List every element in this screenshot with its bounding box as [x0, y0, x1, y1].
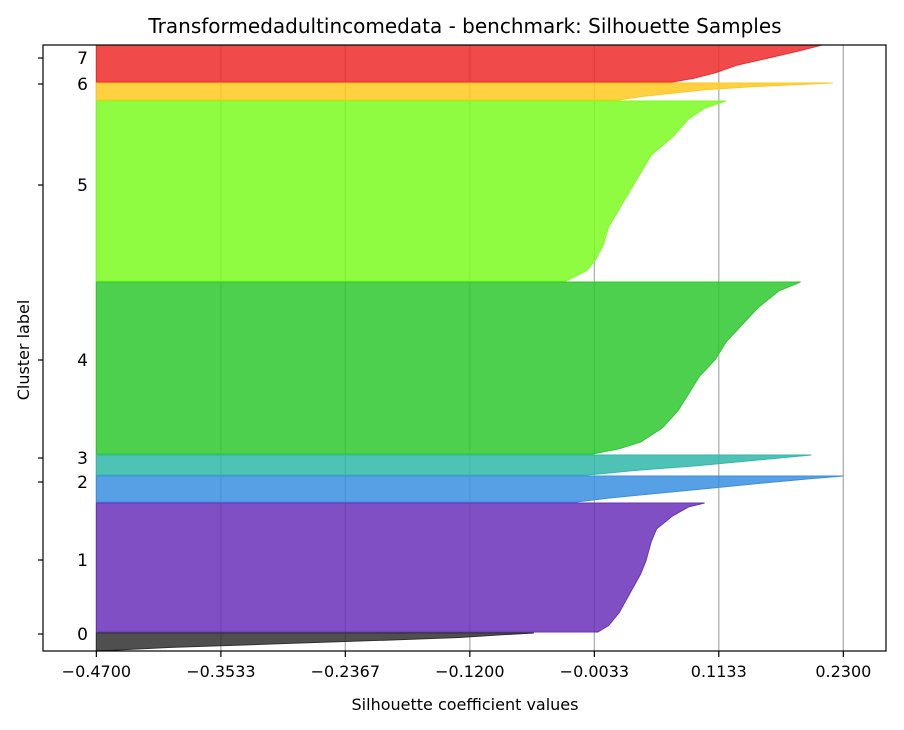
y-axis-ticks: 0 1 2 3 4 5 6 7 [38, 49, 88, 645]
cluster-areas [95, 44, 844, 652]
x-axis-ticks: −0.4700 −0.3533 −0.2367 −0.1200 −0.0033 0.113… [62, 651, 871, 681]
cluster-6-area [95, 82, 833, 101]
x-tick-label-3: −0.1200 [435, 662, 504, 681]
cluster-1-area [95, 502, 705, 633]
cluster-3-area [95, 454, 812, 476]
x-tick-label-6: 0.2300 [815, 662, 871, 681]
y-tick-label-0: 0 [77, 625, 88, 645]
cluster-7-area [95, 44, 823, 83]
y-tick-label-1: 1 [77, 551, 88, 571]
cluster-2-area [95, 475, 844, 503]
cluster-4-area [95, 281, 801, 455]
x-tick-label-0: −0.4700 [62, 662, 131, 681]
y-axis-label: Cluster label [14, 300, 33, 401]
cluster-5-area [95, 100, 727, 282]
chart-title: Transformedadultincomedata - benchmark: … [147, 14, 781, 38]
x-tick-label-4: −0.0033 [560, 662, 629, 681]
y-tick-label-2: 2 [77, 473, 88, 493]
x-axis-label: Silhouette coefficient values [352, 695, 579, 714]
y-tick-label-5: 5 [77, 176, 88, 196]
plot-frame [42, 44, 887, 652]
y-tick-label-3: 3 [77, 449, 88, 469]
x-tick-label-5: 0.1133 [691, 662, 747, 681]
x-tick-label-1: −0.3533 [186, 662, 255, 681]
x-tick-label-2: −0.2367 [311, 662, 380, 681]
y-tick-label-7: 7 [77, 49, 88, 69]
cluster-0-area [95, 632, 534, 652]
y-tick-label-4: 4 [77, 351, 88, 371]
y-tick-label-6: 6 [77, 75, 88, 95]
